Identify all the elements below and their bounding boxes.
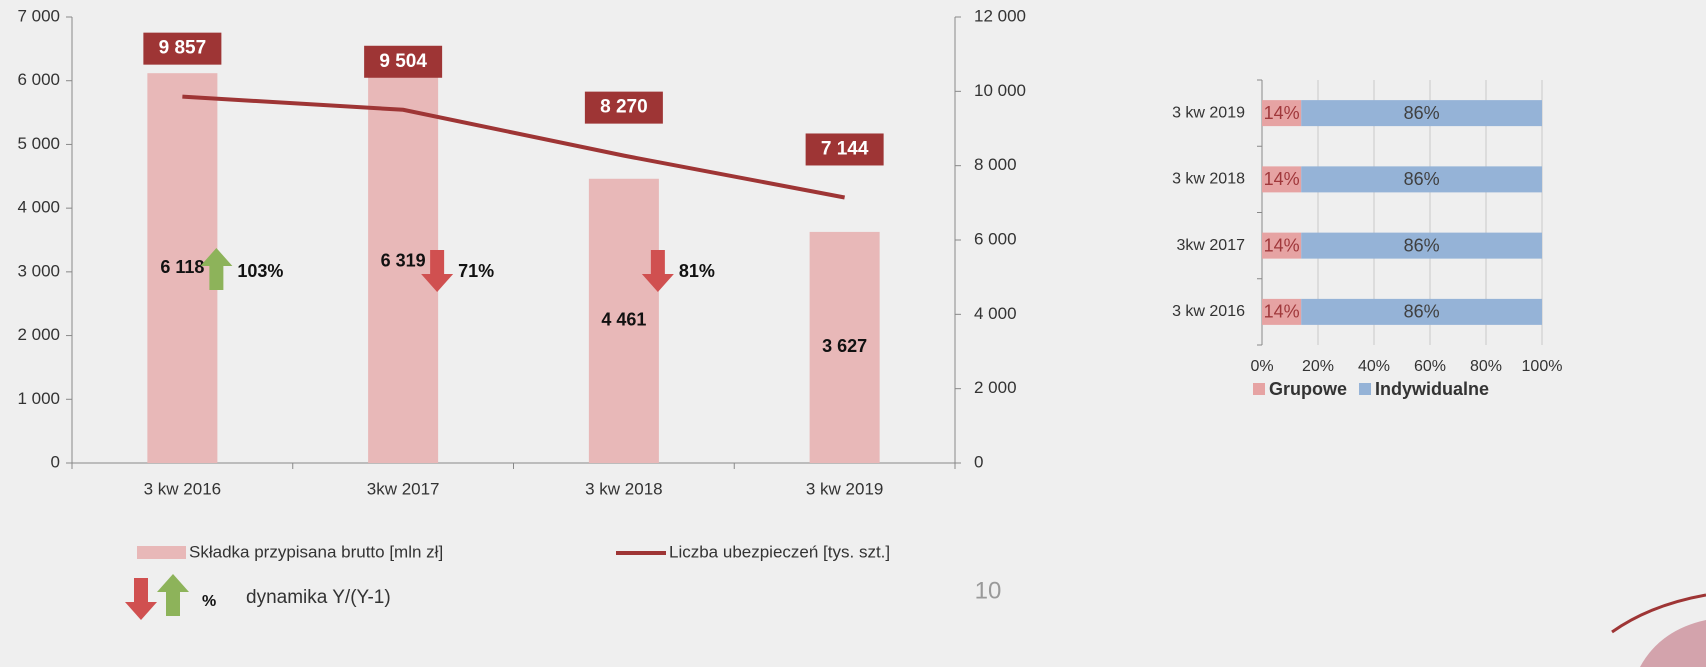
y2-tick-label: 10 000 — [974, 81, 1026, 100]
x-tick-label: 60% — [1414, 358, 1446, 375]
x-tick-label: 80% — [1470, 358, 1502, 375]
line — [182, 94, 845, 200]
y2-tick-label: 2 000 — [974, 378, 1017, 397]
legend-symbol: % — [202, 593, 216, 610]
value-label-box — [584, 91, 663, 124]
y2-tick-label: 4 000 — [974, 304, 1017, 323]
x-tick-label: 3 kw 2018 — [585, 479, 663, 498]
segment-label: 14% — [1264, 235, 1300, 255]
x-tick-label: 3 kw 2019 — [806, 479, 884, 498]
legend-label: Grupowe — [1269, 379, 1347, 399]
segment-label: 86% — [1404, 235, 1440, 255]
y-tick-label: 3 kw 2018 — [1172, 171, 1245, 188]
x-tick-label: 20% — [1302, 358, 1334, 375]
segment-label: 14% — [1264, 169, 1300, 189]
dynamics-label: 71% — [458, 261, 494, 281]
legend-label: dynamika Y/(Y-1) — [246, 587, 391, 608]
value-label-box — [364, 45, 443, 78]
dynamics-arrow — [641, 250, 674, 292]
legend-label: Liczba ubezpieczeń [tys. szt.] — [669, 542, 890, 561]
segment-label: 14% — [1264, 302, 1300, 322]
dynamics-label: 103% — [237, 261, 283, 281]
bar-value-label: 3 627 — [822, 336, 867, 356]
y-tick-label: 3kw 2017 — [1177, 237, 1246, 254]
legend-label: Składka przypisana brutto [mln zł] — [189, 542, 443, 561]
line-value-label: 7 144 — [821, 138, 869, 159]
x-tick-label: 3 kw 2016 — [144, 479, 222, 498]
y-tick-label: 5 000 — [17, 134, 60, 153]
legend-swatch — [1253, 383, 1265, 395]
x-tick-label: 40% — [1358, 358, 1390, 375]
bar-value-label: 6 118 — [160, 257, 204, 277]
bar-value-label: 6 319 — [381, 250, 426, 270]
bar-segment — [1262, 100, 1302, 127]
bar-segment — [1301, 100, 1542, 127]
line-value-label: 8 270 — [600, 97, 648, 118]
y-tick-label: 3 kw 2016 — [1172, 303, 1245, 320]
logo — [1611, 593, 1706, 634]
segment-label: 86% — [1404, 302, 1440, 322]
legend-label: Indywidualne — [1375, 379, 1489, 399]
y-tick-label: 7 000 — [17, 6, 60, 25]
bar-segment — [1262, 232, 1302, 259]
dynamics-arrow — [421, 250, 454, 292]
y-tick-label: 1 000 — [17, 389, 60, 408]
bar-segment — [1301, 232, 1542, 259]
x-tick-label: 3kw 2017 — [367, 479, 440, 498]
segment-label: 86% — [1404, 169, 1440, 189]
bar-segment — [1301, 166, 1542, 193]
dynamics-arrow — [200, 248, 233, 290]
y-tick-label: 3 000 — [17, 261, 60, 280]
bar-segment — [1262, 298, 1302, 325]
x-tick-label: 0% — [1250, 358, 1273, 375]
segment-label: 14% — [1264, 103, 1300, 123]
y-tick-label: 4 000 — [17, 198, 60, 217]
line-value-label: 9 857 — [159, 38, 207, 59]
value-label-box — [143, 32, 222, 65]
bar — [147, 73, 218, 464]
bar — [588, 178, 659, 463]
y2-tick-label: 12 000 — [974, 6, 1026, 25]
segment-label: 86% — [1404, 103, 1440, 123]
logo — [1640, 620, 1706, 667]
y-tick-label: 2 000 — [17, 325, 60, 344]
bar — [368, 60, 439, 463]
y-tick-label: 0 — [51, 452, 60, 471]
x-tick-label: 100% — [1522, 358, 1563, 375]
legend-swatch — [1359, 383, 1372, 395]
line-value-label: 9 504 — [379, 51, 427, 72]
bar — [809, 231, 880, 463]
bar-value-label: 4 461 — [601, 310, 646, 330]
y2-tick-label: 8 000 — [974, 155, 1017, 174]
bar-segment — [1262, 166, 1302, 193]
y-tick-label: 6 000 — [17, 70, 60, 89]
bar-segment — [1301, 298, 1542, 325]
legend-arrow — [125, 578, 157, 620]
legend-arrow — [157, 574, 189, 616]
y2-tick-label: 0 — [974, 452, 983, 471]
y2-tick-label: 6 000 — [974, 229, 1017, 248]
y-tick-label: 3 kw 2019 — [1172, 104, 1245, 121]
legend-swatch — [137, 546, 186, 559]
value-label-box — [805, 133, 884, 166]
page-number: 10 — [975, 577, 1002, 604]
dynamics-label: 81% — [679, 261, 715, 281]
